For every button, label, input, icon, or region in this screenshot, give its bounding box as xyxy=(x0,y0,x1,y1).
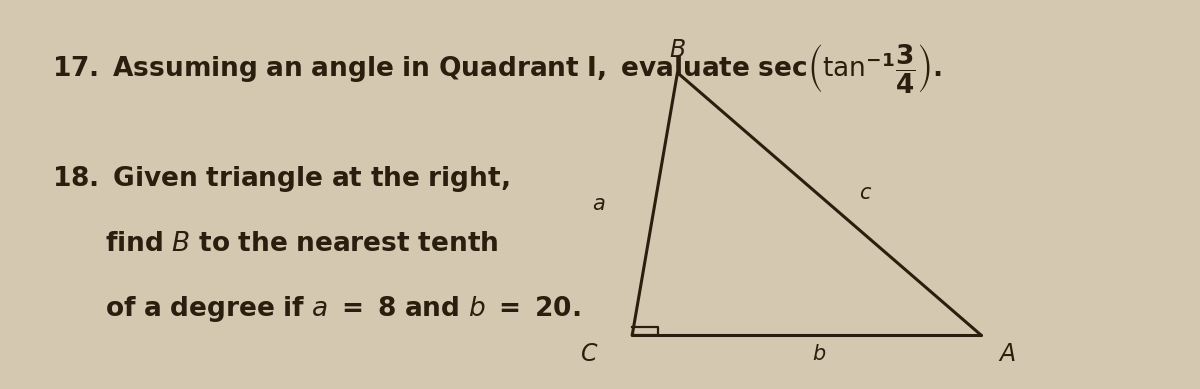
Text: $\bf{17.\ Assuming\ an\ angle\ in\ Quadrant\ I,\ evaluate\ sec}\left(\tan^{-1}\!: $\bf{17.\ Assuming\ an\ angle\ in\ Quadr… xyxy=(52,42,942,95)
Text: $a$: $a$ xyxy=(592,194,606,214)
Text: $\bf{18.\ Given\ triangle\ at\ the\ right{,}}$: $\bf{18.\ Given\ triangle\ at\ the\ righ… xyxy=(52,164,510,194)
Text: $A$: $A$ xyxy=(998,342,1016,366)
Text: $C$: $C$ xyxy=(581,342,599,366)
Text: $b$: $b$ xyxy=(811,344,826,364)
Text: $\bf{find\ }$$\mathit{B}$$\bf{\ to\ the\ nearest\ tenth}$: $\bf{find\ }$$\mathit{B}$$\bf{\ to\ the\… xyxy=(106,231,499,256)
Text: $\bf{of\ a\ degree\ if\ }$$\mathit{a}$$\bf{\ =\ 8\ and\ }$$\mathit{b}$$\bf{\ =\ : $\bf{of\ a\ degree\ if\ }$$\mathit{a}$$\… xyxy=(106,294,581,324)
Text: $B$: $B$ xyxy=(670,38,686,62)
Text: $c$: $c$ xyxy=(859,182,872,203)
